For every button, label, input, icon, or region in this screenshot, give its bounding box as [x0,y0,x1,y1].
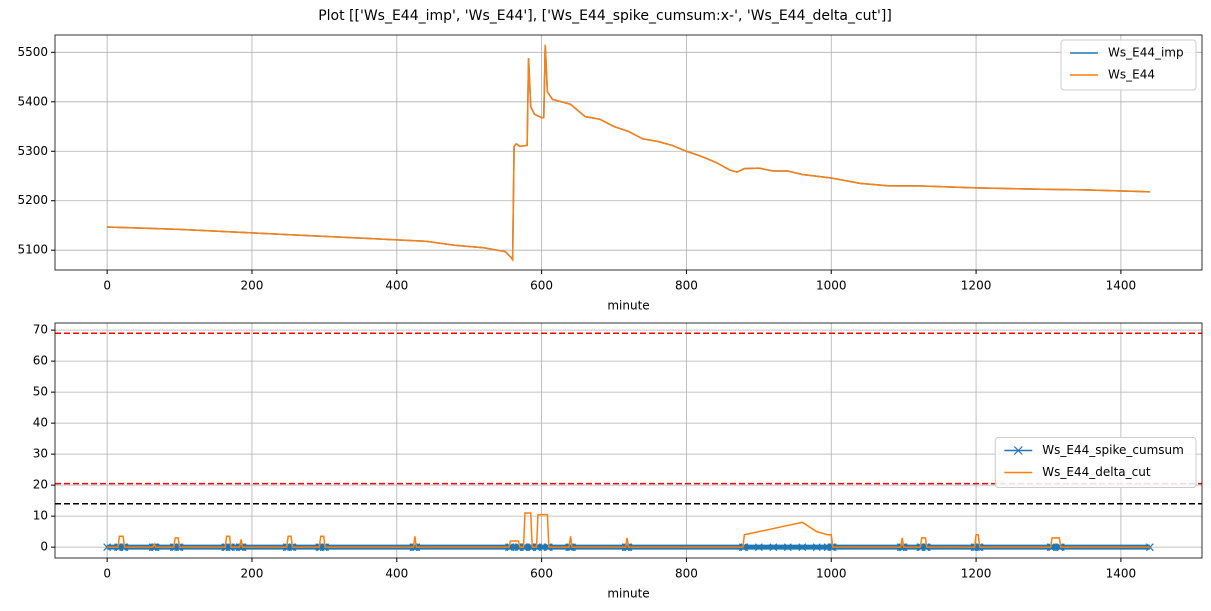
data-marker [1048,543,1057,552]
x-tick-label: 0 [103,279,111,293]
x-tick-label: 1200 [961,279,992,293]
data-marker [740,543,749,552]
x-tick-label: 1000 [816,567,847,581]
axes-frame [54,34,1203,271]
figure-title: Plot [['Ws_E44_imp', 'Ws_E44'], ['Ws_E44… [318,8,892,24]
data-line [107,44,1150,262]
axes-frame [54,322,1203,559]
data-marker [103,543,112,552]
y-tick-label: 70 [33,323,48,337]
x-tick-label: 1200 [961,567,992,581]
data-marker [225,543,234,552]
x-tick-label: 1000 [816,279,847,293]
legend-box [994,437,1197,488]
x-tick-label: 400 [385,567,408,581]
data-marker [534,543,542,552]
x-tick-label: 600 [530,567,553,581]
data-marker [827,543,836,552]
y-tick-label: 60 [33,354,48,368]
x-tick-label: 600 [530,279,553,293]
y-tick-label: 5100 [17,243,48,257]
data-marker [237,543,246,552]
y-tick-label: 30 [33,447,48,461]
y-tick-label: 10 [33,509,48,523]
x-tick-label: 0 [103,567,111,581]
data-marker [921,543,930,552]
data-marker [623,543,631,552]
x-tick-label: 1400 [1106,567,1137,581]
data-marker [1055,543,1064,552]
data-marker [410,543,419,552]
legend-label: Ws_E44_delta_cut [1042,465,1151,479]
data-marker [812,543,821,552]
data-marker [798,543,807,552]
y-tick-label: 40 [33,416,48,430]
data-line [107,512,1150,548]
x-axis-label: minute [607,299,649,313]
y-tick-label: 5500 [17,45,48,59]
legend-label: Ws_E44_spike_cumsum [1042,443,1184,457]
x-tick-label: 800 [675,567,698,581]
y-tick-label: 20 [33,478,48,492]
data-marker [119,543,127,552]
data-marker [783,543,792,552]
data-marker [543,543,552,552]
data-marker [769,543,778,552]
data-marker [150,543,159,552]
data-line [107,44,1150,262]
legend-label: Ws_E44 [1108,68,1155,82]
x-tick-label: 800 [675,279,698,293]
data-marker [319,543,328,552]
data-marker [174,543,183,552]
data-marker [972,543,981,552]
x-tick-label: 400 [385,279,408,293]
data-marker [566,543,575,552]
x-tick-label: 200 [241,567,264,581]
legend: Ws_E44_spike_cumsum Ws_E44_delta_cut [994,437,1197,488]
legend: Ws_E44_imp Ws_E44 [1060,39,1197,91]
y-tick-label: 5400 [17,94,48,108]
data-marker [974,543,983,552]
x-tick-label: 200 [241,279,264,293]
x-axis-label: minute [607,587,649,601]
data-marker [521,543,529,552]
legend-label: Ws_E44_imp [1108,46,1184,60]
y-tick-label: 5300 [17,144,48,158]
y-tick-label: 50 [33,385,48,399]
legend-marker [1013,446,1023,455]
x-tick-label: 1400 [1106,279,1137,293]
data-marker [754,543,763,552]
y-tick-label: 0 [40,540,48,554]
data-marker [526,543,535,552]
data-marker [287,543,295,552]
data-marker [898,543,907,552]
y-tick-label: 5200 [17,193,48,207]
data-marker [506,543,515,552]
